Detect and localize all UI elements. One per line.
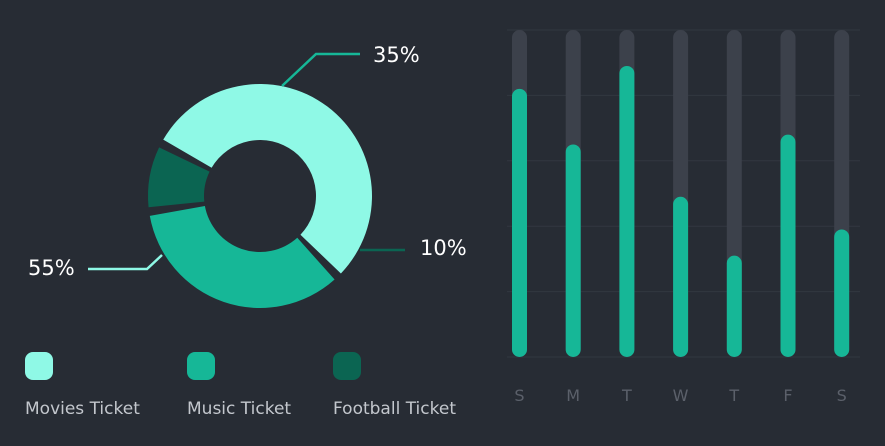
x-tick-label: F <box>783 386 792 405</box>
donut-chart <box>88 52 405 308</box>
x-tick-label: T <box>621 386 632 405</box>
bar <box>726 255 742 357</box>
legend-label-football: Football Ticket <box>333 399 456 419</box>
legend-label-music: Music Ticket <box>187 399 292 419</box>
donut-slice-football <box>148 147 210 208</box>
bar <box>673 196 689 357</box>
x-tick-label: T <box>728 386 739 405</box>
bar <box>512 88 527 358</box>
x-tick-label: S <box>514 386 524 405</box>
bar <box>565 144 581 357</box>
legend-item-music: Music Ticket <box>187 352 291 419</box>
data-label-music: 35% <box>373 43 420 67</box>
x-tick-label: W <box>673 386 689 405</box>
data-label-movies: 55% <box>28 256 75 280</box>
leader-line-movies <box>88 254 163 271</box>
donut-slice-movies <box>163 83 372 274</box>
bar <box>619 65 635 357</box>
x-tick-label: M <box>566 386 580 405</box>
legend-swatch-music <box>187 352 215 380</box>
legend-swatch-movies <box>25 352 53 380</box>
bar <box>780 134 796 357</box>
legend-swatch-football <box>333 352 361 380</box>
x-tick-label: S <box>837 386 847 405</box>
bar <box>834 229 850 357</box>
donut-slice-music <box>149 205 335 308</box>
legend-item-football: Football Ticket <box>333 352 456 419</box>
leader-line-music <box>281 52 360 87</box>
legend-label-movies: Movies Ticket <box>25 399 140 419</box>
legend-item-movies: Movies Ticket <box>25 352 140 419</box>
data-label-football: 10% <box>420 236 467 260</box>
